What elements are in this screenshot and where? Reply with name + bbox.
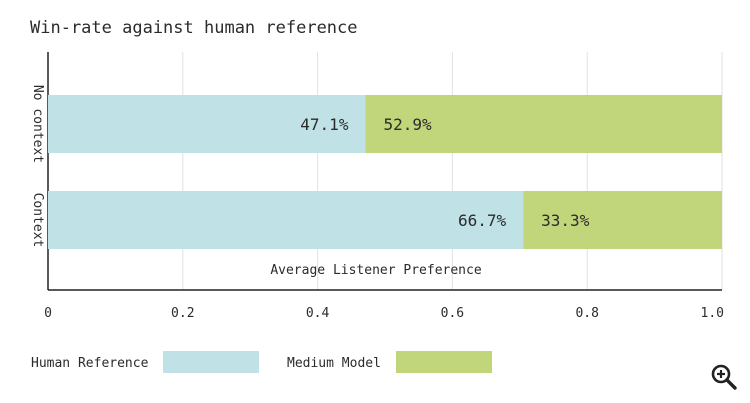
x-tick-label: 0.6 [441,306,464,321]
legend-swatch [396,351,492,373]
legend-label: Human Reference [31,356,149,371]
x-axis-ticks: 0 0.2 0.4 0.6 0.8 1.0 [44,306,724,321]
bar-value-label: 66.7% [458,211,507,230]
bar-human-reference [48,95,366,153]
legend-swatch [163,351,259,373]
plot-labels: 47.1% 52.9% 66.7% 33.3% [300,115,589,230]
plot-area [48,52,722,290]
zoom-in-icon [711,364,737,390]
chart-title: Win-rate against human reference [30,18,358,38]
bar-value-label: 33.3% [541,211,590,230]
x-tick-label: 1.0 [701,306,724,321]
x-tick-label: 0.4 [306,306,330,321]
bar-human-reference [48,191,524,249]
plot-bars [48,95,722,249]
zoom-button[interactable] [709,362,739,392]
x-tick-label: 0.2 [171,306,194,321]
x-tick-label: 0 [44,306,52,321]
bar-value-label: 47.1% [300,115,349,134]
x-tick-label: 0.8 [575,306,598,321]
plot-grid [47,52,723,291]
category-label: No context [30,85,45,163]
bar-value-label: 52.9% [383,115,432,134]
legend-label: Medium Model [287,356,381,371]
category-label: Context [30,193,45,248]
category-labels: No context Context [30,85,45,248]
bar-medium-model [523,191,722,249]
axis-note: Average Listener Preference [270,263,481,278]
legend: Human Reference Medium Model [31,351,492,373]
bar-medium-model [365,95,722,153]
